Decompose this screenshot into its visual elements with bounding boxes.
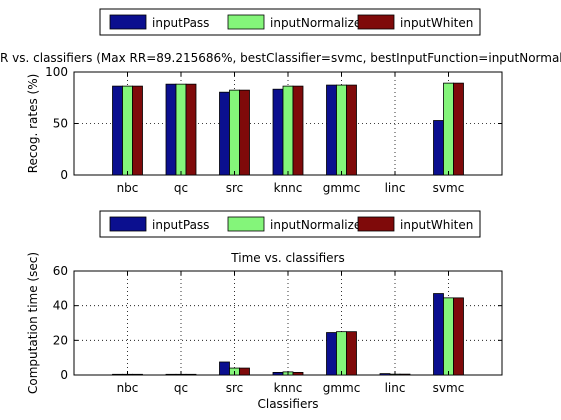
bar-nbc-inputNormalize <box>122 85 133 176</box>
bar-nbc-inputWhiten <box>132 373 143 376</box>
legend-swatch-inputNormalize <box>227 14 265 30</box>
bar-qc-inputWhiten <box>185 83 197 176</box>
bar-qc-inputPass <box>165 83 177 176</box>
y-axis-label: Recog. rates (%) <box>26 74 40 174</box>
legend-label-inputNormalize: inputNormalize <box>270 16 361 30</box>
legend-label-inputWhiten: inputWhiten <box>400 218 473 232</box>
bar-svmc-inputPass <box>433 293 444 376</box>
bar-src-inputNormalize <box>229 89 240 176</box>
x-tick-label-qc: qc <box>174 181 188 195</box>
chart-1: inputPass inputNormalize inputWhiten RR vs.… <box>0 8 561 195</box>
bar-svmc-inputPass <box>433 120 444 176</box>
x-tick-label-nbc: nbc <box>117 381 139 395</box>
bar-linc-inputPass <box>379 373 391 376</box>
bar-qc-inputWhiten <box>185 373 197 376</box>
x-tick-label-qc: qc <box>174 381 188 395</box>
legend-swatch-inputNormalize <box>227 216 265 232</box>
x-tick-label-knnc: knnc <box>274 181 303 195</box>
bar-svmc-inputWhiten <box>453 82 464 176</box>
x-tick-label-src: src <box>226 381 244 395</box>
bar-svmc-inputWhiten <box>453 297 464 376</box>
bar-nbc-inputPass <box>112 85 123 176</box>
legend: inputPass inputNormalize inputWhiten <box>99 8 481 36</box>
y-tick-label: 100 <box>45 65 68 79</box>
y-tick-label: 50 <box>53 117 68 131</box>
chart-title: Time vs. classifiers <box>230 251 344 265</box>
bar-src-inputPass <box>219 361 230 376</box>
bar-linc-inputWhiten <box>399 373 411 376</box>
bar-svmc-inputNormalize <box>443 297 454 376</box>
x-tick-label-src: src <box>226 181 244 195</box>
bar-knnc-inputWhiten <box>292 371 304 376</box>
bar-svmc-inputNormalize <box>443 82 454 176</box>
x-tick-label-svmc: svmc <box>433 181 465 195</box>
bar-qc-inputNormalize <box>175 83 187 176</box>
bar-src-inputWhiten <box>239 89 250 176</box>
x-tick-label-gmmc: gmmc <box>323 181 361 195</box>
y-tick-label: 0 <box>60 368 68 382</box>
x-tick-label-nbc: nbc <box>117 181 139 195</box>
y-axis-label: Computation time (sec) <box>26 252 40 394</box>
chart-title: RR vs. classifiers (Max RR=89.215686%, b… <box>0 51 561 65</box>
legend-label-inputPass: inputPass <box>152 16 209 30</box>
legend: inputPass inputNormalize inputWhiten <box>99 210 481 238</box>
x-tick-label-linc: linc <box>385 181 406 195</box>
chart-2: inputPass inputNormalize inputWhiten Time v… <box>26 210 503 411</box>
bar-gmmc-inputWhiten <box>346 84 357 176</box>
legend-swatch-inputPass <box>109 14 147 30</box>
bar-gmmc-inputWhiten <box>346 331 357 376</box>
bar-knnc-inputWhiten <box>292 85 304 176</box>
y-tick-label: 20 <box>53 333 68 347</box>
legend-swatch-inputWhiten <box>357 216 395 232</box>
bar-knnc-inputPass <box>272 88 284 176</box>
y-tick-label: 40 <box>53 299 68 313</box>
x-tick-label-knnc: knnc <box>274 381 303 395</box>
x-tick-label-linc: linc <box>385 381 406 395</box>
legend-label-inputWhiten: inputWhiten <box>400 16 473 30</box>
legend-box <box>99 8 481 36</box>
x-tick-label-svmc: svmc <box>433 381 465 395</box>
y-tick-label: 60 <box>53 264 68 278</box>
bar-gmmc-inputPass <box>326 332 337 376</box>
bar-gmmc-inputNormalize <box>336 331 347 376</box>
legend-label-inputPass: inputPass <box>152 218 209 232</box>
bar-nbc-inputPass <box>112 373 123 376</box>
bar-qc-inputPass <box>165 373 177 376</box>
bar-nbc-inputWhiten <box>132 85 143 176</box>
y-tick-label: 0 <box>60 168 68 182</box>
legend-swatch-inputPass <box>109 216 147 232</box>
legend-box <box>99 210 481 238</box>
bar-knnc-inputNormalize <box>282 85 294 176</box>
bar-src-inputPass <box>219 91 230 176</box>
legend-swatch-inputWhiten <box>357 14 395 30</box>
bar-src-inputWhiten <box>239 367 250 376</box>
legend-label-inputNormalize: inputNormalize <box>270 218 361 232</box>
x-tick-label-gmmc: gmmc <box>323 381 361 395</box>
bar-gmmc-inputNormalize <box>336 84 347 176</box>
bar-knnc-inputPass <box>272 371 284 376</box>
bar-gmmc-inputPass <box>326 84 337 176</box>
x-axis-label: Classifiers <box>257 397 318 411</box>
